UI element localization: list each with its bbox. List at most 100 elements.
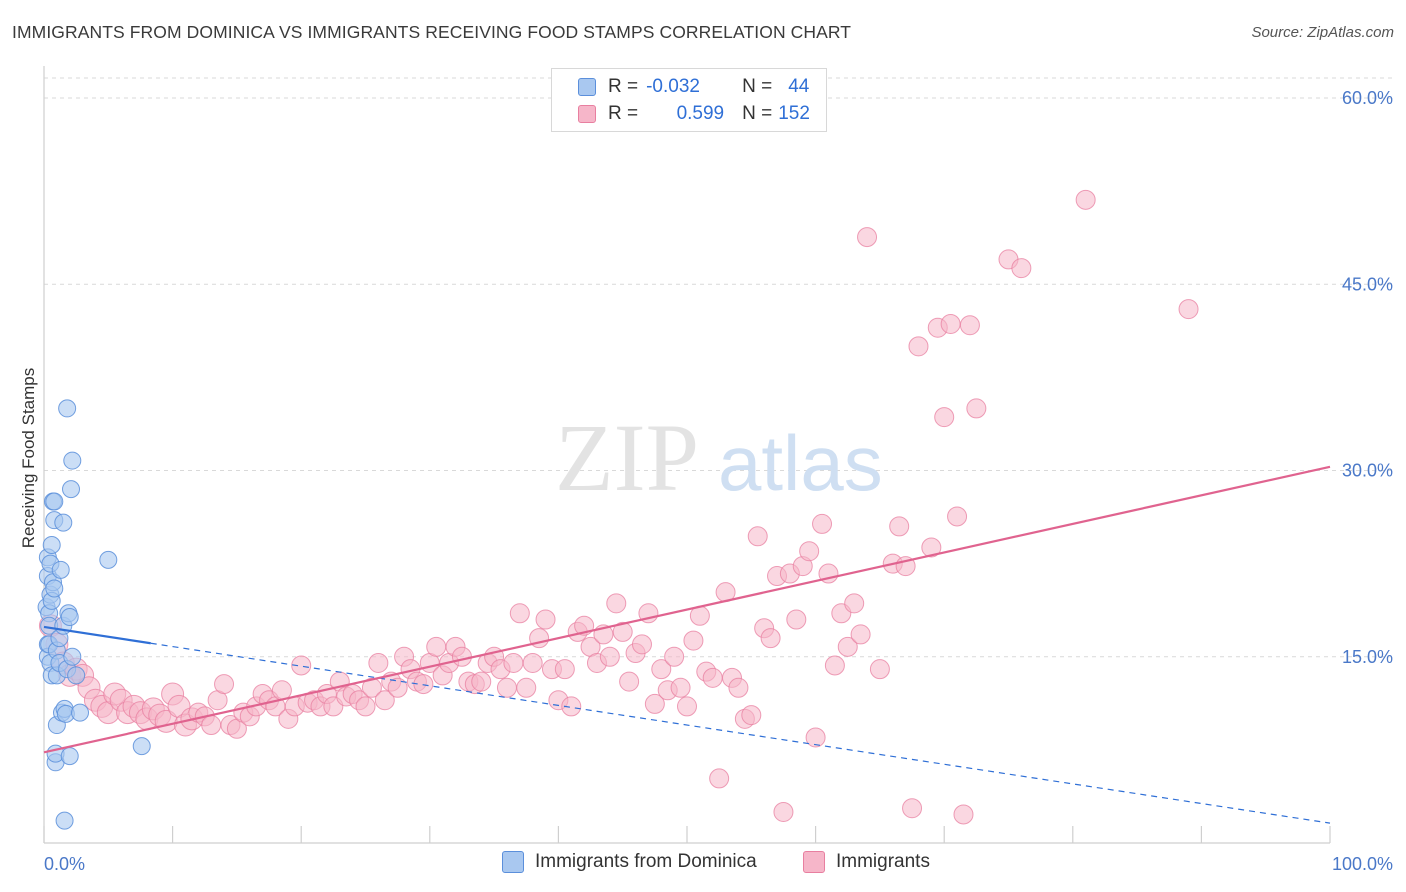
data-point-immigrants xyxy=(889,516,910,537)
data-point-immigrants xyxy=(612,621,633,642)
chart-title: IMMIGRANTS FROM DOMINICA VS IMMIGRANTS R… xyxy=(12,22,852,42)
trend-line-dominica-dashed xyxy=(150,642,1331,824)
y-tick-label: 45.0% xyxy=(1342,274,1393,294)
data-point-immigrants xyxy=(747,526,768,547)
watermark-atlas: atlas xyxy=(718,419,883,507)
bottom-legend-label: Immigrants xyxy=(836,851,930,872)
y-tick-label: 60.0% xyxy=(1342,88,1393,108)
legend-n-value: 152 xyxy=(778,103,810,124)
data-point-immigrants xyxy=(850,624,871,645)
y-tick-label: 30.0% xyxy=(1342,461,1393,481)
data-point-immigrants xyxy=(959,315,980,336)
data-point-immigrants xyxy=(709,768,730,789)
x-tick-label: 0.0% xyxy=(44,854,85,874)
trend-line-immigrants xyxy=(43,465,1331,754)
data-point-immigrants xyxy=(522,652,543,673)
data-point-immigrants xyxy=(677,696,697,717)
data-point-immigrants xyxy=(664,646,685,667)
legend-swatch-pink xyxy=(578,105,596,123)
data-point-immigrants xyxy=(651,659,672,680)
bottom-legend-swatch-blue xyxy=(502,851,524,873)
data-point-immigrants xyxy=(291,655,312,676)
legend-r-value: 0.599 xyxy=(676,103,725,124)
data-point-immigrants xyxy=(471,671,492,692)
data-point-immigrants xyxy=(940,313,961,334)
legend-r-label: R = xyxy=(608,103,639,124)
data-point-immigrants xyxy=(516,677,537,698)
data-point-immigrants xyxy=(503,652,524,673)
data-point-immigrants xyxy=(869,659,890,680)
data-point-immigrants xyxy=(786,609,807,630)
data-point-immigrants xyxy=(799,541,820,562)
data-point-immigrants xyxy=(947,506,968,527)
data-point-dominica xyxy=(60,608,79,627)
data-point-dominica xyxy=(67,666,86,685)
data-point-immigrants xyxy=(214,674,235,695)
dominica-series xyxy=(37,399,151,830)
legend-r-value: -0.032 xyxy=(646,76,700,97)
bottom-legend-swatch-pink xyxy=(803,851,825,873)
data-point-immigrants xyxy=(561,696,582,717)
legend-n-label: N = xyxy=(742,103,773,124)
data-point-immigrants xyxy=(837,636,858,657)
data-point-immigrants xyxy=(741,705,762,726)
data-point-immigrants xyxy=(953,804,974,825)
bottom-legend: Immigrants from Dominica Immigrants xyxy=(0,851,1406,879)
data-point-immigrants xyxy=(902,798,923,819)
legend-n-value: 44 xyxy=(788,76,810,97)
data-point-immigrants xyxy=(702,667,723,688)
data-point-immigrants xyxy=(368,652,389,673)
legend-row-dominica: R = -0.032 N = 44 xyxy=(552,73,809,101)
gridlines xyxy=(44,77,1392,658)
data-point-dominica xyxy=(54,513,73,532)
bottom-legend-label: Immigrants from Dominica xyxy=(535,851,757,872)
data-point-immigrants xyxy=(644,693,665,714)
data-point-immigrants xyxy=(1075,189,1096,210)
data-point-immigrants xyxy=(619,671,640,692)
data-point-immigrants xyxy=(805,727,826,748)
data-point-immigrants xyxy=(606,593,627,614)
bottom-legend-dominica: Immigrants from Dominica xyxy=(502,851,757,873)
watermark: ZIP atlas xyxy=(555,404,883,511)
data-point-immigrants xyxy=(966,398,987,419)
data-point-immigrants xyxy=(1178,299,1199,320)
data-point-immigrants xyxy=(535,609,556,630)
data-point-immigrants xyxy=(728,677,749,698)
data-point-immigrants xyxy=(908,336,929,357)
data-point-immigrants xyxy=(760,628,781,649)
data-point-dominica xyxy=(71,703,90,722)
data-point-immigrants xyxy=(599,646,620,667)
data-point-immigrants xyxy=(554,659,575,680)
legend-row-immigrants: R = 0.599 N = 152 xyxy=(552,100,810,128)
data-point-immigrants xyxy=(361,677,382,698)
y-tick-label: 15.0% xyxy=(1342,647,1393,667)
data-point-immigrants xyxy=(387,677,408,698)
data-point-immigrants xyxy=(426,636,447,657)
legend-swatch-blue xyxy=(578,78,596,96)
data-point-immigrants xyxy=(921,537,942,558)
data-point-immigrants xyxy=(413,674,434,695)
trend-line-dominica-solid xyxy=(43,625,151,645)
y-axis-title: Receiving Food Stamps xyxy=(19,368,38,548)
data-point-immigrants xyxy=(374,690,395,711)
data-point-dominica xyxy=(99,550,118,569)
data-point-immigrants xyxy=(631,634,652,655)
data-point-immigrants xyxy=(773,801,794,822)
data-point-immigrants xyxy=(509,603,530,624)
source-label: Source: ZipAtlas.com xyxy=(1251,24,1394,41)
data-point-immigrants xyxy=(670,677,691,698)
data-point-immigrants xyxy=(844,593,865,614)
data-point-dominica xyxy=(45,579,64,598)
data-point-dominica xyxy=(55,811,74,830)
data-point-immigrants xyxy=(683,630,704,651)
data-point-dominica xyxy=(62,480,81,499)
data-point-immigrants xyxy=(934,407,955,428)
data-point-immigrants xyxy=(857,227,878,248)
data-point-immigrants xyxy=(451,646,472,667)
data-point-dominica xyxy=(42,536,61,554)
data-point-dominica xyxy=(63,451,82,470)
axes xyxy=(43,66,1331,844)
bottom-legend-immigrants: Immigrants xyxy=(803,851,930,873)
data-point-dominica xyxy=(58,399,77,418)
